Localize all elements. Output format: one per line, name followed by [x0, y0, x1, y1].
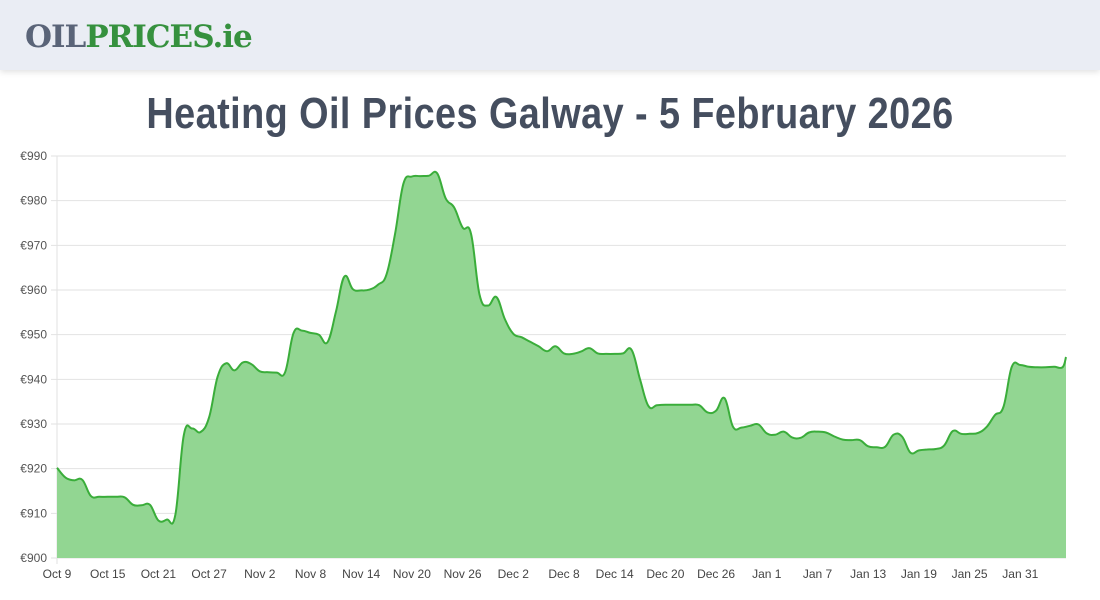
x-tick-label: Dec 14	[596, 567, 634, 581]
y-tick-label: €900	[20, 551, 47, 565]
site-header: OILPRICES.ie	[0, 0, 1100, 70]
page-title: Heating Oil Prices Galway - 5 February 2…	[146, 89, 954, 138]
x-tick-label: Jan 13	[850, 567, 886, 581]
x-tick-label: Dec 26	[697, 567, 735, 581]
x-tick-label: Nov 2	[244, 567, 276, 581]
y-tick-label: €990	[20, 149, 47, 163]
x-axis: Oct 9 Oct 15 Oct 21 Oct 27 Nov 2 Nov 8 Nov 14 N…	[43, 567, 1039, 581]
x-tick-label: Oct 9	[43, 567, 72, 581]
y-tick-label: €950	[20, 328, 47, 342]
logo-text-oil: OIL	[25, 19, 86, 55]
y-tick-label: €960	[20, 283, 47, 297]
site-logo[interactable]: OILPRICES.ie	[25, 17, 253, 57]
x-tick-label: Nov 8	[295, 567, 327, 581]
x-tick-label: Jan 19	[901, 567, 937, 581]
x-tick-label: Dec 8	[548, 567, 580, 581]
y-tick-label: €980	[20, 194, 47, 208]
x-tick-label: Oct 21	[141, 567, 177, 581]
y-tick-label: €910	[20, 506, 47, 520]
x-tick-label: Jan 31	[1002, 567, 1038, 581]
x-tick-label: Oct 15	[90, 567, 126, 581]
y-axis: €900 €910 €920 €930 €940 €950 €960 €970 €980 €990	[20, 149, 47, 565]
x-tick-label: Oct 27	[191, 567, 227, 581]
price-line[interactable]	[56, 170, 1067, 525]
x-tick-label: Nov 14	[342, 567, 380, 581]
price-area-fill	[57, 171, 1066, 558]
x-tick-label: Jan 25	[952, 567, 988, 581]
x-tick-label: Jan 1	[752, 567, 782, 581]
y-tick-label: €920	[20, 462, 47, 476]
y-tick-label: €930	[20, 417, 47, 431]
x-tick-label: Jan 7	[803, 567, 833, 581]
x-tick-label: Dec 2	[498, 567, 530, 581]
y-tick-label: €940	[20, 372, 47, 386]
y-tick-label: €970	[20, 238, 47, 252]
x-tick-label: Nov 20	[393, 567, 431, 581]
x-tick-label: Dec 20	[646, 567, 684, 581]
logo-text-prices: PRICES.ie	[85, 19, 252, 55]
x-tick-label: Nov 26	[444, 567, 482, 581]
